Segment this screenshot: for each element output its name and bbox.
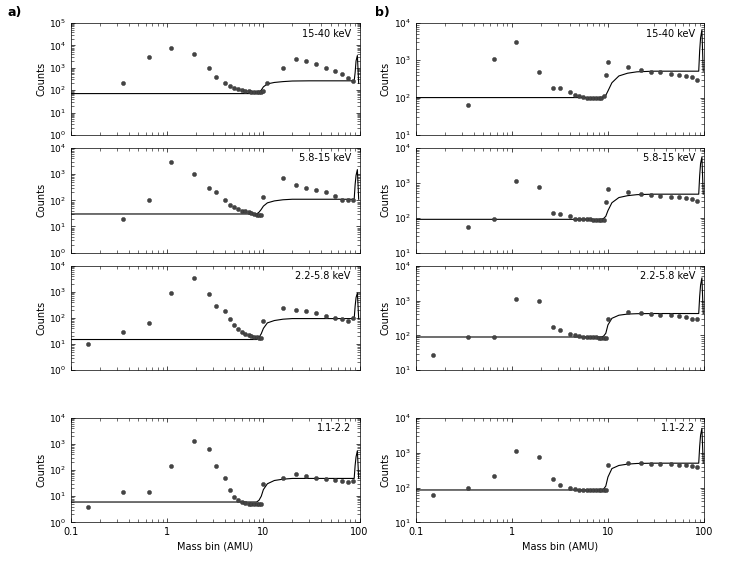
Y-axis label: Counts: Counts: [381, 62, 391, 96]
X-axis label: Mass bin (AMU): Mass bin (AMU): [522, 541, 598, 552]
Y-axis label: Counts: Counts: [37, 62, 46, 96]
Text: 15-40 keV: 15-40 keV: [646, 29, 695, 38]
Y-axis label: Counts: Counts: [381, 453, 391, 487]
Text: 5.8-15 keV: 5.8-15 keV: [643, 153, 695, 164]
Text: 2.2-5.8 keV: 2.2-5.8 keV: [640, 271, 695, 281]
X-axis label: Mass bin (AMU): Mass bin (AMU): [178, 541, 253, 552]
Text: 1.1-2.2: 1.1-2.2: [317, 423, 351, 433]
Text: a): a): [7, 6, 22, 19]
Text: b): b): [374, 6, 389, 19]
Text: 2.2-5.8 keV: 2.2-5.8 keV: [296, 271, 351, 281]
Text: 5.8-15 keV: 5.8-15 keV: [299, 153, 351, 164]
Y-axis label: Counts: Counts: [37, 301, 46, 335]
Y-axis label: Counts: Counts: [381, 301, 391, 335]
Y-axis label: Counts: Counts: [37, 453, 46, 487]
Y-axis label: Counts: Counts: [381, 183, 391, 218]
Text: 15-40 keV: 15-40 keV: [302, 29, 351, 38]
Text: 1.1-2.2: 1.1-2.2: [661, 423, 695, 433]
Y-axis label: Counts: Counts: [37, 183, 46, 218]
